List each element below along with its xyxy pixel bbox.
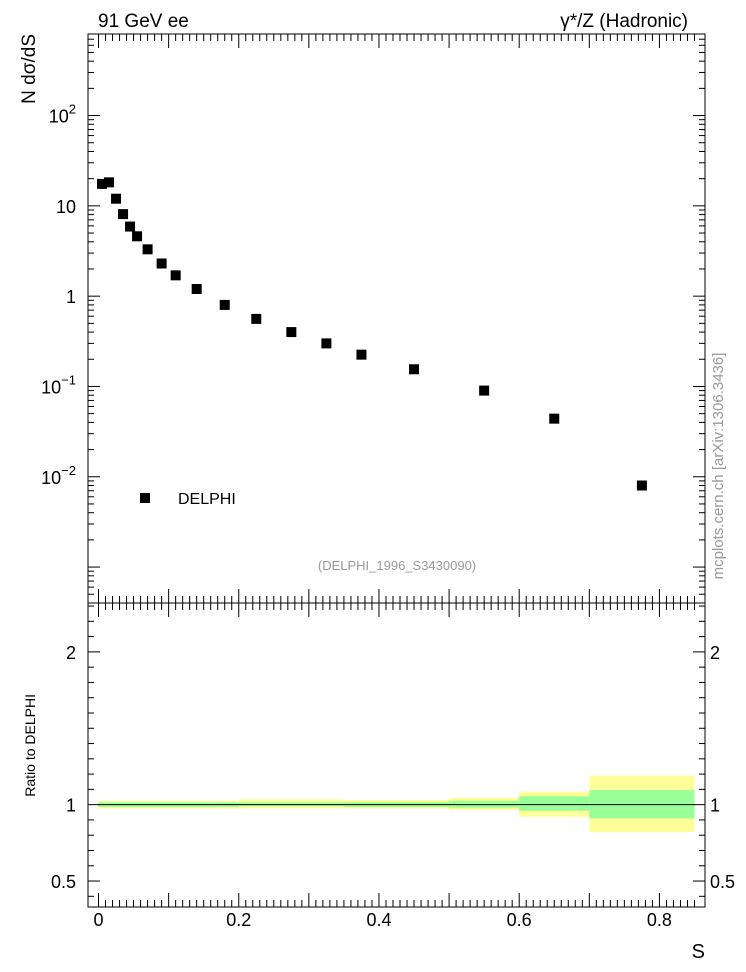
analysis-tag: (DELPHI_1996_S3430090)	[318, 558, 476, 573]
data-point	[125, 221, 136, 232]
main-y-tick-label: 10	[56, 197, 76, 217]
data-point	[286, 327, 297, 338]
data-point	[409, 364, 420, 375]
ratio-axis-ticks	[88, 603, 705, 907]
x-tick-label: 0.4	[366, 910, 391, 930]
main-y-tick-label: 102	[49, 102, 76, 127]
ratio-y-tick-label-right: 0.5	[710, 872, 735, 892]
data-point	[321, 338, 332, 349]
header-right-label: γ*/Z (Hadronic)	[560, 11, 688, 32]
ratio-y-tick-labels: 0.5 0.5 1 1 2 2	[51, 643, 735, 892]
data-point	[356, 349, 367, 360]
ratio-y-tick-label-right: 2	[710, 643, 720, 663]
x-axis-label: S	[692, 941, 705, 963]
main-plot-frame	[87, 33, 706, 604]
main-y-tick-label: 10−2	[41, 463, 76, 488]
main-y-tick-label: 1	[66, 287, 76, 307]
x-tick-label: 0	[94, 910, 104, 930]
data-point	[156, 258, 167, 269]
ratio-y-tick-label: 1	[66, 796, 76, 816]
x-tick-label: 0.8	[647, 910, 672, 930]
legend: DELPHI	[140, 491, 236, 508]
main-y-tick-labels: 10−2 10−1 1 10 102	[41, 102, 76, 488]
main-y-axis-label: N dσ/dS	[19, 34, 40, 104]
data-point	[219, 299, 230, 310]
data-point	[549, 413, 560, 424]
data-point	[251, 313, 262, 324]
legend-marker	[140, 493, 150, 503]
ratio-y-tick-label: 2	[66, 643, 76, 663]
ratio-plot-frame	[87, 602, 706, 908]
data-point	[132, 231, 143, 242]
data-point	[170, 270, 181, 281]
data-point	[479, 385, 490, 396]
x-tick-labels: 0 0.2 0.4 0.6 0.8	[94, 910, 672, 930]
ratio-y-tick-label: 0.5	[51, 872, 76, 892]
x-tick-label: 0.2	[226, 910, 251, 930]
data-point	[636, 480, 647, 491]
main-panel: 10−2 10−1 1 10 102 N dσ/dS DELPHI (DELPHI_19…	[19, 33, 706, 604]
data-point	[97, 178, 108, 189]
ratio-band-green	[519, 796, 590, 811]
ratio-bands	[98, 775, 695, 833]
ratio-y-axis-label: Ratio to DELPHI	[22, 694, 38, 797]
data-points	[97, 177, 647, 491]
main-y-tick-label: 10−1	[41, 372, 76, 397]
ratio-y-tick-label-right: 1	[710, 796, 720, 816]
header-left-label: 91 GeV ee	[98, 11, 189, 32]
watermark: mcplots.cern.ch [arXiv:1306.3436]	[710, 353, 727, 580]
data-point	[142, 244, 153, 255]
data-point	[118, 209, 129, 220]
legend-label: DELPHI	[178, 491, 236, 508]
data-point	[111, 193, 122, 204]
ratio-panel: 0.5 0.5 1 1 2 2 0 0.2 0.4 0.6 0.8 Ratio to DELPHI…	[22, 602, 735, 963]
x-tick-label: 0.6	[507, 910, 532, 930]
data-point	[191, 284, 202, 295]
data-point	[104, 177, 115, 188]
main-axis-ticks	[88, 33, 705, 604]
